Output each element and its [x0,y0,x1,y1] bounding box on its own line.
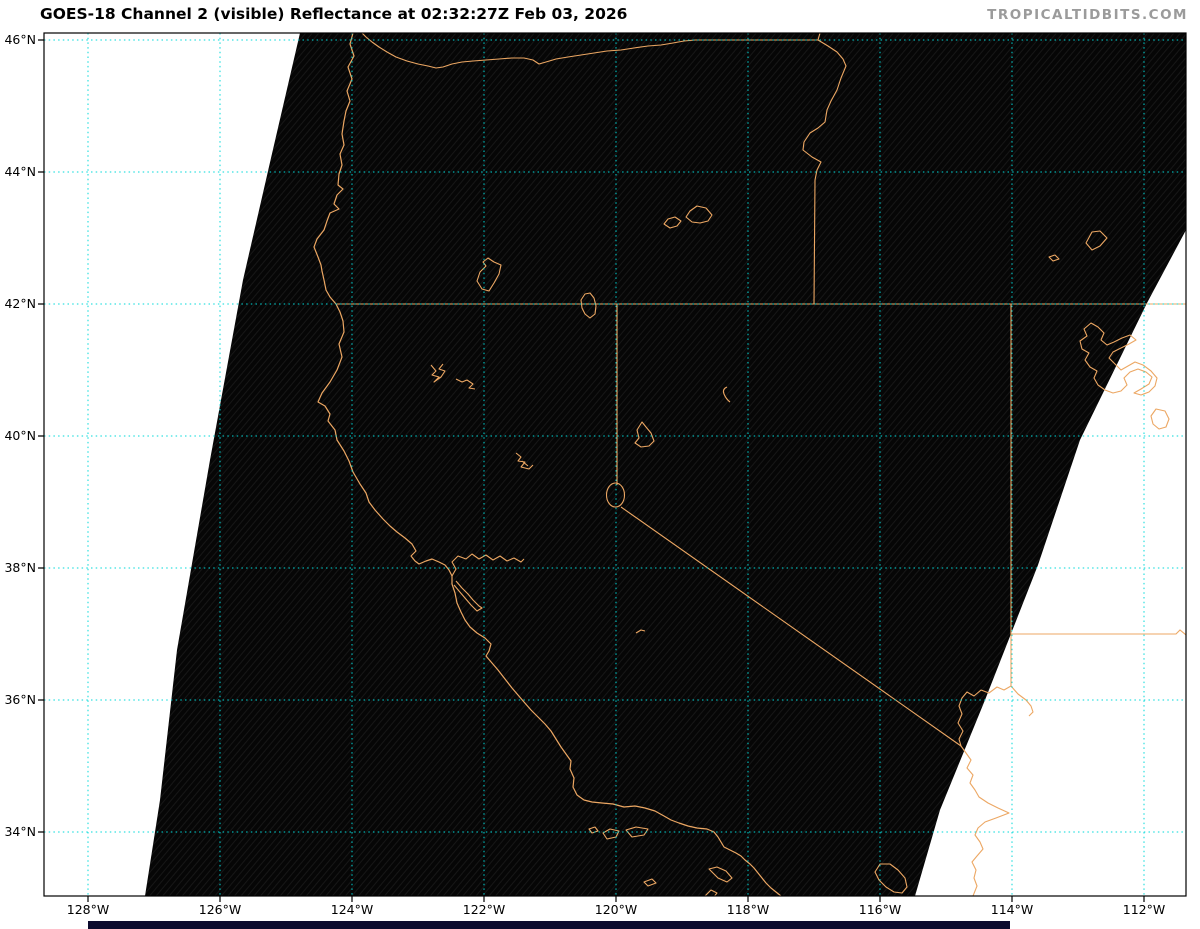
tropicaltidbits-watermark: TROPICALTIDBITS.COM [987,7,1188,23]
fall-river-lakes [455,378,476,390]
lake-tahoe [605,482,626,508]
harney-lake [663,216,682,229]
axis-ticks [38,39,1145,902]
lat-tick-label: 40°N [4,428,36,443]
upper-klamath-lake [476,257,502,292]
lake-oroville [515,452,534,470]
shasta-lake [430,363,446,383]
lon-tick-label: 118°W [726,902,770,917]
lat-tick-label: 38°N [4,560,36,575]
san-francisco-bay [451,553,525,612]
state-borders [337,303,1186,747]
colorbar-strip [88,921,1010,929]
lon-tick-label: 114°W [990,902,1034,917]
columbia-snake-border [361,33,847,305]
small-lake-dash [635,629,646,634]
great-salt-lake [1079,322,1158,396]
small-lake [1048,254,1060,262]
lat-tick-label: 34°N [4,824,36,839]
lon-tick-label: 120°W [594,902,638,917]
goose-lake [580,292,597,319]
pyramid-lake [634,421,655,448]
lon-tick-label: 126°W [198,902,242,917]
lon-tick-label: 112°W [1122,902,1166,917]
lon-tick-label: 116°W [858,902,902,917]
plot-spine [43,32,1187,897]
lakes [430,205,1170,894]
lon-tick-label: 122°W [462,902,506,917]
lon-tick-label: 124°W [330,902,374,917]
colorado-river-border [957,685,1034,896]
lat-tick-label: 42°N [4,296,36,311]
utah-lake [1150,408,1170,430]
lat-tick-label: 36°N [4,692,36,707]
lat-tick-label: 46°N [4,32,36,47]
malheur-lake [685,205,713,224]
humboldt-sink [722,386,731,403]
american-falls-reservoir [1085,230,1108,251]
lon-tick-label: 128°W [66,902,110,917]
lat-tick-label: 44°N [4,164,36,179]
satellite-swath [145,33,1186,896]
salton-sea [874,863,908,894]
image-title: GOES-18 Channel 2 (visible) Reflectance … [40,5,628,23]
coastline-path [313,33,782,896]
